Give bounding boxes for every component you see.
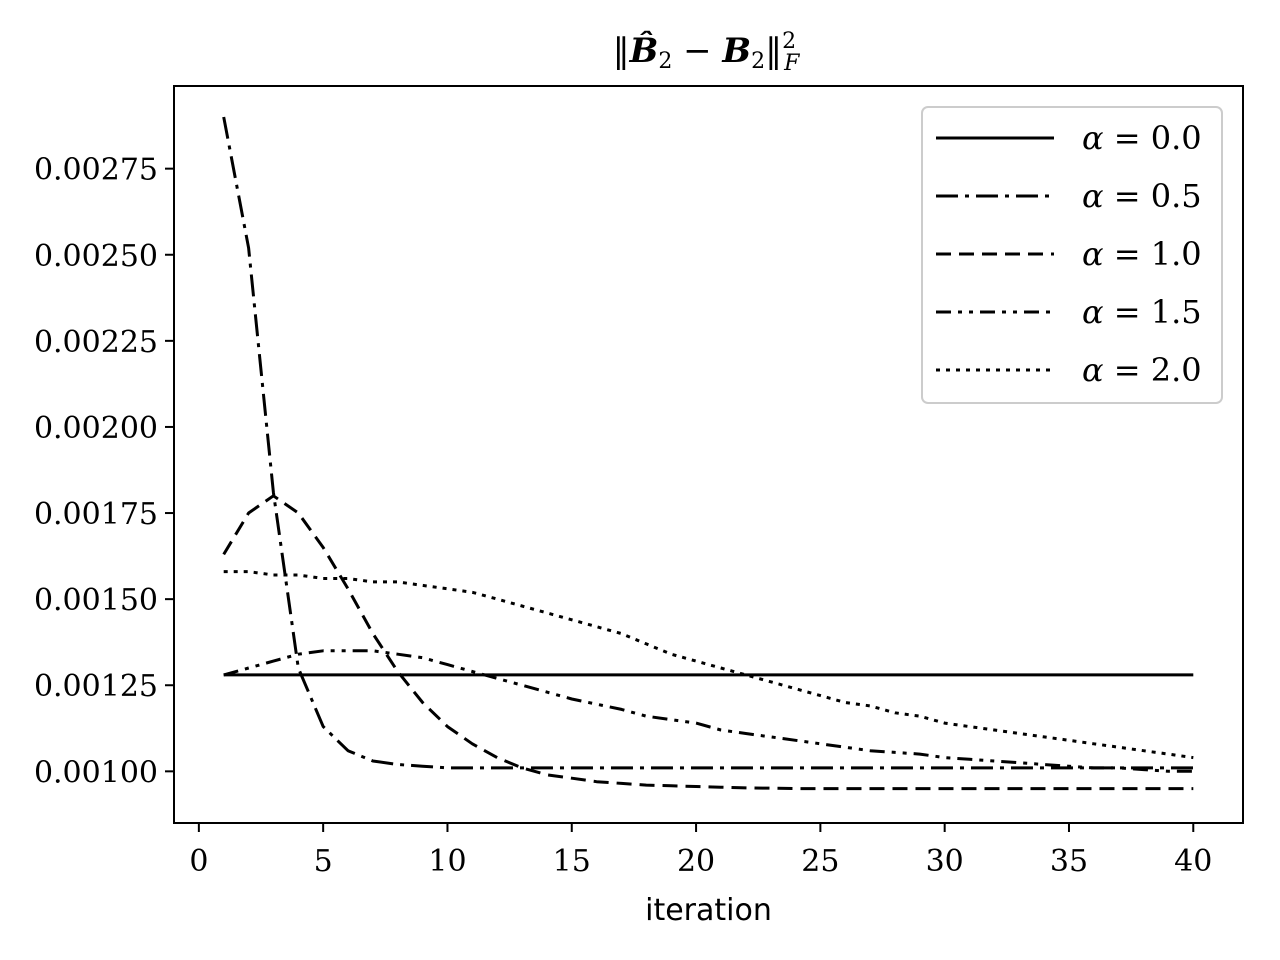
series-line-1 xyxy=(222,116,1194,770)
legend-label-0: α = 0.0 xyxy=(1082,119,1202,157)
legend-box xyxy=(921,106,1223,404)
plot-frame xyxy=(173,85,1244,824)
y-tick-label: 0.00250 xyxy=(34,239,158,274)
x-tick-label: 10 xyxy=(428,844,466,879)
x-tick-label: 0 xyxy=(189,844,208,879)
x-tick-label: 25 xyxy=(801,844,839,879)
legend: α = 0.0 α = 0.5 α = 1.0 α = 1.5 α = 2.0 xyxy=(921,106,1223,404)
chart-title: ‖B̂2 − B2‖2 F xyxy=(613,29,801,76)
series-line-2 xyxy=(222,494,1194,791)
series-lines xyxy=(222,116,1194,791)
y-tick-label: 0.00200 xyxy=(34,411,158,446)
x-tick-label: 40 xyxy=(1174,844,1212,879)
legend-label-4: α = 2.0 xyxy=(1082,351,1202,389)
legend-label-1: α = 0.5 xyxy=(1082,177,1202,215)
axes: 0 5 10 15 20 25 30 35 40 0.00100 0.00125 0.00150 0.0… xyxy=(34,85,1244,928)
chart-title-group: ‖B̂2 − B2‖2 F xyxy=(613,29,801,76)
y-tick-label: 0.00100 xyxy=(34,755,158,790)
y-tick-label: 0.00225 xyxy=(34,325,158,360)
legend-label-3: α = 1.5 xyxy=(1082,293,1202,331)
y-tick-label: 0.00175 xyxy=(34,497,158,532)
series-line-3 xyxy=(223,649,1194,773)
series-line-4 xyxy=(223,570,1194,760)
x-tick-label: 20 xyxy=(677,844,715,879)
x-tick-label: 30 xyxy=(926,844,964,879)
x-tick-label: 35 xyxy=(1050,844,1088,879)
y-tick-label: 0.00125 xyxy=(34,669,158,704)
x-tick-label: 15 xyxy=(553,844,591,879)
legend-label-2: α = 1.0 xyxy=(1082,235,1202,273)
x-axis-label: iteration xyxy=(645,893,772,928)
y-tick-label: 0.00275 xyxy=(34,153,158,188)
y-tick-label: 0.00150 xyxy=(34,583,158,618)
x-tick-label: 5 xyxy=(314,844,333,879)
